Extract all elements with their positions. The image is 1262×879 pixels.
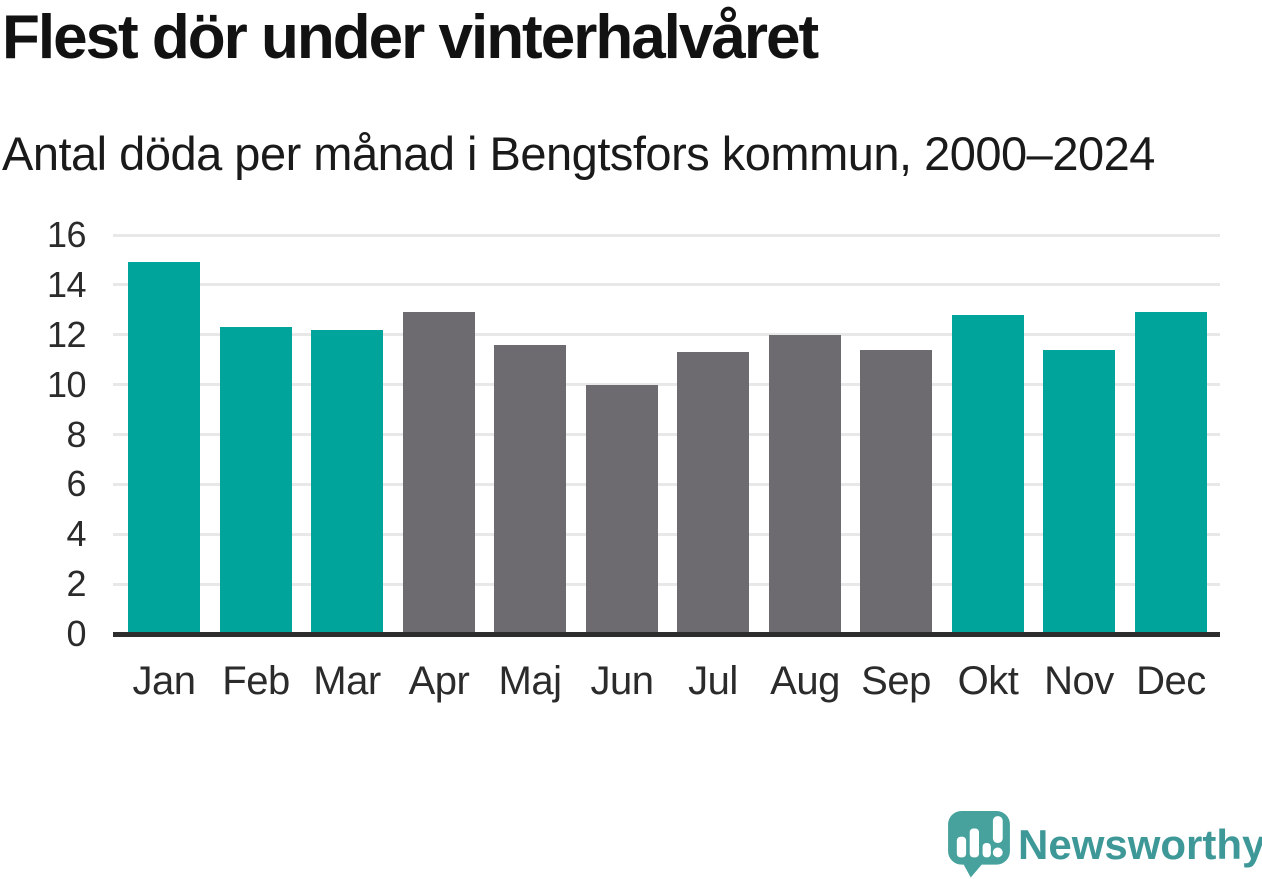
y-tick-label: 0 — [66, 613, 86, 654]
gridline — [113, 383, 1220, 386]
y-tick-label: 16 — [46, 214, 87, 255]
gridline — [113, 283, 1220, 286]
y-tick-label: 14 — [46, 264, 87, 305]
newsworthy-logo: Newsworthy — [944, 810, 1262, 878]
y-tick-label: 2 — [66, 563, 86, 604]
x-tick-label: Sep — [861, 659, 931, 703]
y-tick-label: 10 — [46, 364, 87, 405]
y-tick-label: 12 — [46, 314, 87, 355]
y-tick-label: 6 — [66, 463, 86, 504]
x-tick-label: Nov — [1044, 659, 1114, 703]
bar-feb — [220, 327, 292, 634]
bar-dec — [1135, 312, 1207, 634]
newsworthy-logo-icon — [948, 811, 1010, 878]
x-tick-label: Jul — [688, 659, 738, 703]
bar-sep — [860, 350, 932, 634]
y-tick-label: 8 — [66, 414, 86, 455]
gridline — [113, 433, 1220, 436]
bar-jun — [586, 385, 658, 634]
x-tick-label: Feb — [222, 659, 290, 703]
gridline — [113, 333, 1220, 336]
x-tick-label: Maj — [498, 659, 562, 703]
x-tick-label: Mar — [313, 659, 381, 703]
x-tick-label: Jun — [590, 659, 655, 703]
bar-jul — [677, 352, 749, 634]
chart-title: Flest dör under vinterhalvåret — [2, 3, 819, 72]
x-tick-label: Okt — [957, 659, 1019, 703]
gridline — [113, 583, 1220, 586]
bar-apr — [403, 312, 475, 634]
bar-maj — [494, 345, 566, 634]
bar-okt — [952, 315, 1024, 634]
x-tick-label: Dec — [1136, 659, 1206, 703]
x-axis-line — [113, 632, 1220, 637]
chart-subtitle: Antal döda per månad i Bengtsfors kommun… — [2, 127, 1155, 180]
x-tick-label: Aug — [770, 659, 840, 703]
bar-aug — [769, 335, 841, 634]
newsworthy-logo-text: Newsworthy — [1018, 821, 1262, 868]
bar-jan — [128, 262, 200, 634]
gridline — [113, 483, 1220, 486]
gridline — [113, 533, 1220, 536]
bar-mar — [311, 330, 383, 634]
x-tick-label: Apr — [408, 659, 470, 703]
bar-nov — [1043, 350, 1115, 634]
x-tick-label: Jan — [132, 659, 197, 703]
gridline — [113, 234, 1220, 237]
y-tick-label: 4 — [66, 513, 86, 554]
